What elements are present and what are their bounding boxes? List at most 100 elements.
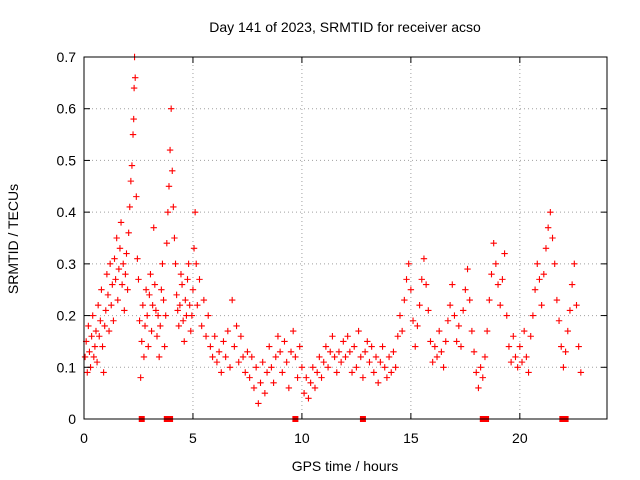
data-point bbox=[237, 333, 245, 340]
data-point bbox=[202, 333, 210, 340]
data-point bbox=[103, 271, 111, 278]
data-point bbox=[499, 276, 506, 283]
data-point bbox=[429, 358, 436, 366]
data-point bbox=[575, 343, 582, 350]
y-axis-label: SRMTID / TECUs bbox=[5, 184, 21, 294]
data-point bbox=[279, 369, 286, 376]
x-axis-label: GPS time / hours bbox=[292, 458, 399, 474]
data-point bbox=[130, 115, 137, 123]
data-point bbox=[510, 333, 517, 340]
data-point bbox=[182, 296, 189, 304]
data-point bbox=[94, 302, 102, 309]
data-point bbox=[361, 348, 369, 355]
data-point bbox=[111, 255, 118, 262]
data-point bbox=[252, 364, 260, 371]
data-point bbox=[177, 271, 185, 278]
data-point bbox=[446, 302, 454, 309]
data-point bbox=[191, 208, 199, 216]
data-point bbox=[173, 291, 180, 299]
data-point bbox=[311, 384, 319, 392]
data-point bbox=[290, 327, 297, 335]
data-point bbox=[158, 286, 165, 293]
data-point bbox=[490, 239, 497, 247]
data-point bbox=[388, 369, 395, 376]
data-point bbox=[342, 353, 349, 361]
data-point bbox=[516, 343, 524, 350]
data-point bbox=[93, 358, 101, 366]
data-point bbox=[340, 338, 347, 345]
data-point bbox=[538, 302, 545, 309]
data-point bbox=[348, 369, 356, 376]
data-point bbox=[174, 307, 181, 314]
data-point bbox=[324, 364, 332, 371]
data-point bbox=[479, 374, 486, 381]
data-point bbox=[272, 353, 279, 361]
data-point bbox=[120, 260, 127, 268]
data-point bbox=[527, 333, 534, 340]
data-point bbox=[309, 364, 317, 371]
data-point bbox=[501, 250, 508, 257]
data-point bbox=[433, 353, 441, 361]
data-point bbox=[568, 281, 576, 288]
y-tick-label: 0.3 bbox=[57, 256, 77, 272]
data-point bbox=[91, 343, 99, 350]
data-point bbox=[183, 312, 190, 319]
data-point bbox=[106, 260, 114, 268]
data-point bbox=[194, 302, 201, 309]
data-point bbox=[266, 343, 273, 350]
x-tick-label: 0 bbox=[80, 430, 88, 446]
data-point bbox=[294, 374, 301, 381]
data-point bbox=[139, 302, 147, 309]
data-point bbox=[381, 364, 388, 371]
data-point bbox=[248, 353, 255, 361]
data-point bbox=[344, 333, 351, 340]
data-point bbox=[457, 343, 465, 350]
data-point bbox=[162, 312, 169, 319]
data-point bbox=[270, 379, 277, 386]
data-point bbox=[455, 322, 463, 330]
x-tick-label: 5 bbox=[189, 430, 197, 446]
data-point bbox=[116, 245, 124, 252]
data-point bbox=[466, 296, 473, 304]
data-point bbox=[390, 348, 397, 355]
data-point bbox=[486, 296, 493, 304]
data-point bbox=[176, 302, 184, 309]
data-point bbox=[503, 312, 510, 319]
data-point bbox=[137, 374, 144, 381]
data-point bbox=[529, 312, 537, 319]
data-point bbox=[442, 338, 449, 345]
data-point bbox=[531, 286, 539, 293]
x-tick-label: 15 bbox=[403, 430, 419, 446]
data-point bbox=[239, 353, 247, 361]
axes: 0 0.1 0.2 0.3 0.4 0.5 0.6 0.7 0 5 10 15 20 bbox=[57, 49, 608, 446]
data-point bbox=[160, 296, 167, 304]
y-tick-label: 0.7 bbox=[57, 49, 77, 65]
data-point bbox=[109, 281, 116, 288]
data-point bbox=[218, 369, 225, 376]
data-point bbox=[385, 353, 393, 361]
data-point bbox=[143, 312, 151, 319]
data-point bbox=[425, 307, 432, 314]
data-point bbox=[147, 271, 154, 278]
data-point bbox=[196, 276, 203, 283]
data-point bbox=[292, 353, 299, 361]
data-point bbox=[136, 317, 143, 324]
plot-frame bbox=[83, 56, 608, 420]
data-point bbox=[152, 307, 160, 314]
data-point bbox=[154, 312, 162, 319]
data-point bbox=[416, 302, 423, 309]
data-point bbox=[431, 343, 439, 350]
data-point bbox=[540, 271, 548, 278]
data-point bbox=[353, 364, 360, 371]
data-point bbox=[331, 353, 338, 361]
data-point bbox=[303, 374, 310, 381]
data-point bbox=[414, 322, 421, 330]
data-point bbox=[405, 260, 412, 268]
y-tick-label: 0.5 bbox=[57, 152, 77, 168]
data-point bbox=[209, 353, 216, 361]
data-point bbox=[124, 286, 131, 293]
data-point bbox=[573, 302, 580, 309]
y-tick-label: 0.4 bbox=[57, 204, 77, 220]
data-point bbox=[185, 260, 192, 268]
data-point bbox=[370, 369, 378, 376]
